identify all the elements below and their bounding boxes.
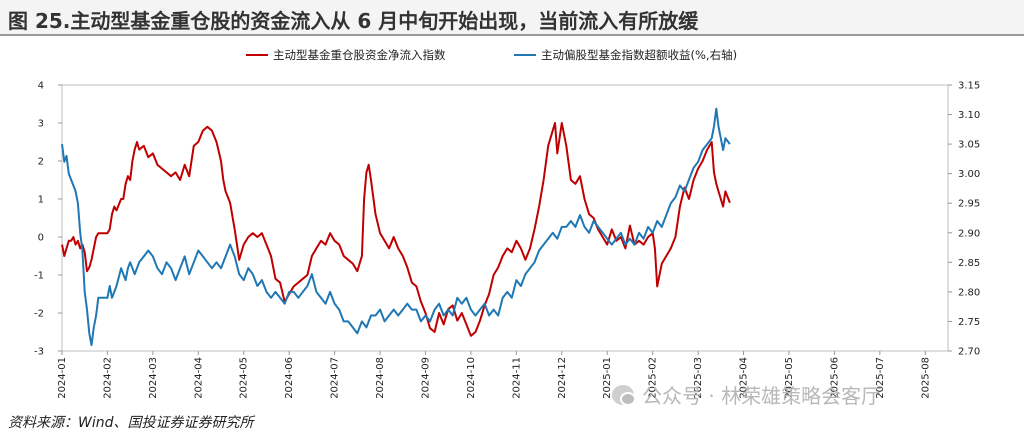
- left-axis-tick-label: 0: [38, 233, 44, 244]
- x-axis-tick-label: 2024-05: [239, 357, 250, 399]
- left-axis-tick-label: 3: [38, 119, 44, 130]
- right-axis-tick-label: 3.00: [958, 169, 980, 180]
- net-inflow-line: [61, 122, 731, 337]
- legend-net-inflow-label: 主动型基金重仓股资金净流入指数: [273, 48, 446, 62]
- x-axis-tick-label: 2024-03: [148, 357, 159, 399]
- source-note: 资料来源：Wind、国投证券证券研究所: [8, 415, 254, 431]
- left-axis-tick-label: -3: [34, 347, 44, 358]
- legend-excess-return-label: 主动偏股型基金指数超额收益(%,右轴): [541, 48, 737, 62]
- dual-axis-line-chart: -3 -2 -1 0 1 2 3 4 2.70 2.75 2.80 2.85 2.90 2.95 3.00 3…: [34, 48, 980, 399]
- left-axis-tick-label: 1: [38, 195, 44, 206]
- right-axis-tick-label: 2.85: [958, 258, 980, 269]
- right-axis-tick-label: 2.70: [958, 347, 980, 358]
- x-axis-tick-label: 2024-01: [57, 357, 68, 399]
- left-axis-tick-label: -2: [34, 309, 44, 320]
- x-axis-tick-label: 2024-07: [330, 357, 341, 399]
- watermark: 公众号 · 林荣雄策略会客厅: [612, 380, 881, 409]
- watermark-text: 公众号 · 林荣雄策略会客厅: [642, 384, 882, 408]
- left-axis-tick-label: 4: [38, 81, 44, 92]
- right-axis-tick-label: 3.10: [958, 110, 980, 121]
- x-axis-tick-label: 2025-01: [602, 357, 613, 399]
- right-axis-tick-label: 3.05: [958, 140, 980, 151]
- x-axis-tick-label: 2024-12: [557, 357, 568, 399]
- x-axis-tick-label: 2024-04: [193, 357, 204, 399]
- x-axis-tick-label: 2024-06: [284, 357, 295, 399]
- left-axis-tick-label: -1: [34, 271, 44, 282]
- x-axis-tick-label: 2025-07: [875, 357, 886, 399]
- x-axis-tick-label: 2025-03: [693, 357, 704, 399]
- right-axis-tick-label: 3.15: [958, 81, 980, 92]
- x-axis-tick-label: 2025-08: [920, 357, 931, 399]
- right-axis-tick-label: 2.95: [958, 199, 980, 210]
- x-axis-tick-label: 2024-10: [466, 357, 477, 399]
- x-axis-tick-label: 2025-06: [829, 357, 840, 399]
- excess-return-line: [61, 107, 731, 347]
- x-axis-tick-label: 2025-04: [739, 357, 750, 399]
- wechat-icon: [612, 384, 636, 406]
- x-axis-tick-label: 2025-05: [784, 357, 795, 399]
- x-axis-tick-label: 2024-11: [511, 357, 522, 399]
- right-axis-tick-label: 2.80: [958, 287, 980, 298]
- figure-title: 图 25.主动型基金重仓股的资金流入从 6 月中旬开始出现，当前流入有所放缓: [8, 9, 699, 33]
- left-axis-tick-label: 2: [38, 157, 44, 168]
- title-divider: [0, 34, 1024, 36]
- right-axis-tick-label: 2.75: [958, 317, 980, 328]
- x-axis-tick-label: 2024-09: [420, 357, 431, 399]
- x-axis-tick-label: 2025-02: [648, 357, 659, 399]
- right-axis-tick-label: 2.90: [958, 228, 980, 239]
- title-bar: 图 25.主动型基金重仓股的资金流入从 6 月中旬开始出现，当前流入有所放缓: [0, 0, 1024, 34]
- x-axis-tick-label: 2024-02: [102, 357, 113, 399]
- plot-frame: [61, 84, 949, 352]
- x-axis-tick-label: 2024-08: [375, 357, 386, 399]
